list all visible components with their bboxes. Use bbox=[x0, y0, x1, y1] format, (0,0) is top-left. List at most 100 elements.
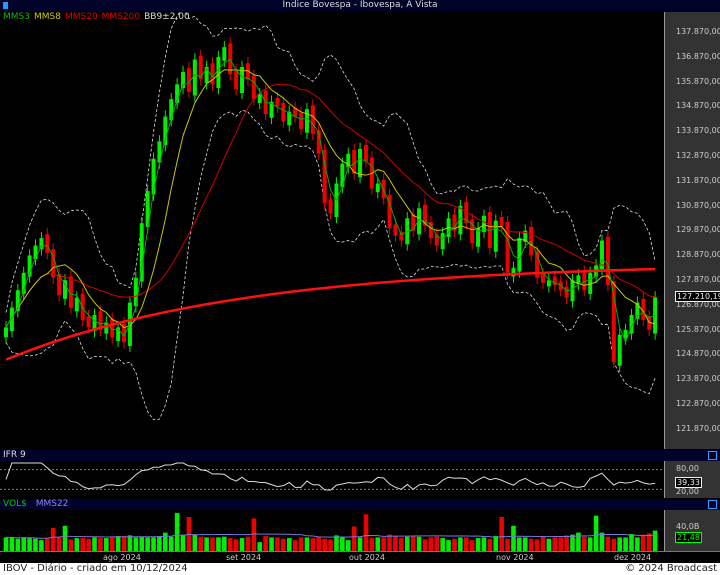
volume-bar bbox=[45, 538, 50, 551]
candle-body bbox=[210, 63, 215, 85]
app-icon[interactable] bbox=[3, 2, 8, 9]
volume-bar bbox=[434, 536, 440, 551]
candle-body bbox=[269, 101, 274, 118]
volume-bar bbox=[517, 537, 522, 551]
volume-bar bbox=[168, 536, 174, 551]
candle-body bbox=[310, 105, 315, 134]
candle-body bbox=[647, 316, 652, 330]
volume-last-label: 21,48 bbox=[675, 532, 702, 543]
legend-1: MMS8 bbox=[33, 12, 61, 22]
candle-body bbox=[316, 130, 321, 154]
volume-bar bbox=[587, 537, 593, 551]
volume-bar bbox=[416, 536, 422, 551]
volume-bar bbox=[204, 537, 209, 551]
candle-body bbox=[39, 238, 44, 250]
candle-body bbox=[157, 141, 162, 163]
volume-bar bbox=[109, 536, 115, 551]
ifr-chart[interactable] bbox=[0, 461, 664, 498]
price-tick: 129.870,00 bbox=[676, 225, 720, 235]
volume-bar bbox=[98, 538, 103, 551]
price-chart[interactable] bbox=[0, 12, 664, 450]
popout-icon[interactable] bbox=[708, 451, 717, 460]
volume-bar bbox=[499, 517, 504, 551]
volume-bar bbox=[505, 538, 510, 551]
volume-bar bbox=[576, 532, 581, 551]
candle-body bbox=[287, 111, 292, 126]
volume-bar bbox=[611, 538, 617, 551]
candle-body bbox=[570, 280, 575, 302]
price-tick: 127.870,00 bbox=[676, 275, 720, 284]
candle-body bbox=[116, 327, 121, 342]
volume-bar bbox=[463, 537, 469, 551]
ifr-level-20: 20,00 bbox=[676, 487, 699, 496]
price-tick: 131.870,00 bbox=[676, 175, 720, 185]
candle-body bbox=[635, 302, 640, 319]
volume-bar bbox=[404, 536, 410, 551]
ifr-last-label: 39,33 bbox=[675, 477, 702, 488]
volume-tick: 40,0B bbox=[676, 522, 700, 531]
price-tick: 125.870,00 bbox=[676, 324, 720, 334]
volume-bar bbox=[593, 515, 599, 551]
candle-body bbox=[452, 214, 457, 231]
volume-bar bbox=[62, 525, 68, 551]
price-tick: 130.870,00 bbox=[676, 200, 720, 210]
volume-bar bbox=[251, 518, 257, 551]
volume-bar bbox=[121, 536, 127, 551]
volume-bar bbox=[399, 538, 404, 551]
candle-body bbox=[576, 275, 581, 284]
volume-bar bbox=[623, 537, 628, 551]
volume-bar bbox=[286, 538, 292, 551]
candle-body bbox=[21, 272, 26, 294]
volume-bar bbox=[174, 512, 180, 551]
candle-body bbox=[617, 334, 622, 366]
candle-body bbox=[440, 233, 445, 250]
volume-bar bbox=[469, 540, 475, 551]
volume-bar bbox=[322, 538, 327, 551]
volume-bar bbox=[493, 536, 499, 551]
candle-body bbox=[4, 327, 8, 338]
volume-bar bbox=[345, 540, 351, 551]
candle-body bbox=[198, 55, 203, 80]
volume-bar bbox=[570, 534, 575, 551]
candle-body bbox=[80, 293, 85, 320]
candle-body bbox=[57, 274, 62, 296]
price-tick: 136.870,00 bbox=[676, 51, 720, 61]
date-label: nov 2024 bbox=[496, 553, 534, 562]
candle-body bbox=[104, 322, 109, 334]
candle-body bbox=[393, 224, 398, 236]
candle-body bbox=[476, 228, 481, 247]
candle-body bbox=[411, 214, 416, 231]
bollinger-upper bbox=[5, 12, 656, 313]
volume-bar bbox=[487, 538, 493, 551]
candle-body bbox=[470, 219, 475, 244]
candle-body bbox=[505, 221, 510, 273]
candle-body bbox=[275, 97, 280, 107]
volume-bar bbox=[481, 537, 487, 551]
candle-body bbox=[599, 240, 604, 270]
price-tick: 132.870,00 bbox=[676, 151, 720, 160]
volume-bar bbox=[522, 537, 528, 551]
price-tick: 126.870,00 bbox=[676, 299, 720, 309]
volume-bar bbox=[133, 537, 139, 551]
volume-chart[interactable] bbox=[0, 510, 664, 551]
ifr-header: IFR 9 bbox=[0, 450, 720, 461]
volume-bar bbox=[446, 540, 451, 551]
candle-body bbox=[517, 238, 522, 272]
popout-icon[interactable] bbox=[708, 500, 717, 509]
volume-bar bbox=[74, 538, 80, 551]
date-label: set 2024 bbox=[226, 553, 262, 562]
volume-bar bbox=[422, 539, 428, 551]
candle-body bbox=[641, 298, 646, 320]
volume-bar bbox=[151, 537, 156, 551]
volume-bar bbox=[292, 540, 298, 551]
volume-bar bbox=[357, 537, 363, 551]
volume-bar bbox=[257, 542, 263, 551]
indicator-legend: MMS3 MMS8 MMS20 MMS200 BB9±2,00 bbox=[3, 12, 194, 22]
volume-bar bbox=[646, 533, 652, 551]
volume-bar bbox=[9, 537, 15, 551]
volume-bar bbox=[652, 530, 658, 551]
volume-ma-line bbox=[6, 533, 656, 539]
window-title: Indice Bovespa - Ibovespa, A Vista bbox=[282, 0, 438, 10]
price-tick: 128.870,00 bbox=[676, 250, 720, 260]
volume-bar bbox=[198, 536, 204, 551]
